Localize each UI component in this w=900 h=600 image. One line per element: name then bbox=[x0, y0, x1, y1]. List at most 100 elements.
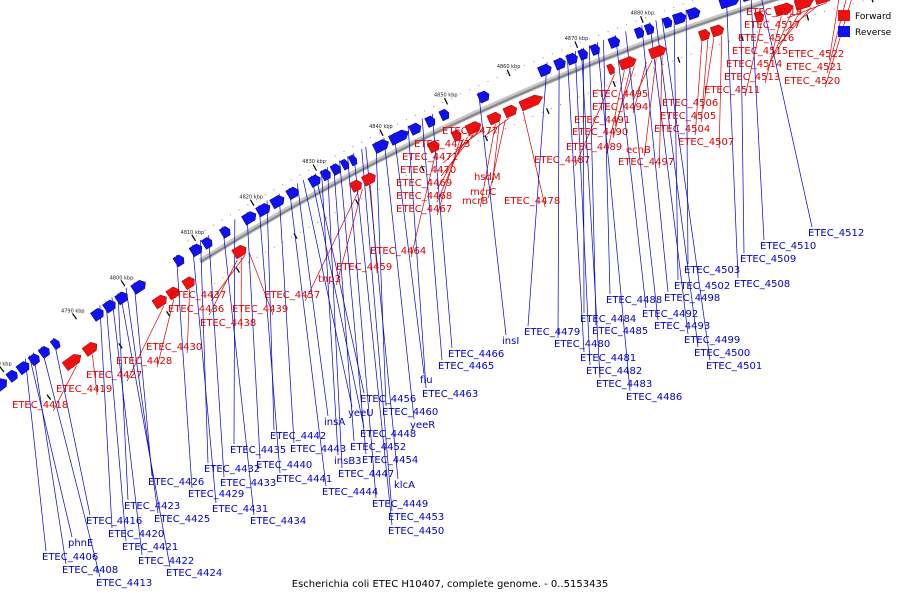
reverse-gene-label[interactable]: ETEC_4443 bbox=[290, 444, 346, 455]
forward-gene[interactable] bbox=[426, 140, 440, 154]
reverse-gene-label[interactable]: ETEC_4440 bbox=[256, 460, 312, 471]
reverse-gene-label[interactable]: ETEC_4424 bbox=[166, 568, 222, 579]
reverse-gene[interactable] bbox=[0, 378, 8, 394]
reverse-gene-label[interactable]: yeeR bbox=[410, 420, 435, 431]
reverse-gene[interactable] bbox=[607, 36, 620, 49]
forward-gene[interactable] bbox=[181, 276, 195, 291]
forward-gene-label[interactable]: ETEC_4520 bbox=[784, 76, 840, 87]
reverse-gene-label[interactable]: ETEC_4447 bbox=[338, 469, 394, 480]
reverse-gene-label[interactable]: ETEC_4502 bbox=[674, 281, 730, 292]
reverse-gene-label[interactable]: ETEC_4441 bbox=[276, 474, 332, 485]
forward-gene-label[interactable]: ETEC_4494 bbox=[592, 102, 648, 113]
forward-gene-label[interactable]: ETEC_4490 bbox=[572, 127, 628, 138]
reverse-gene[interactable] bbox=[102, 299, 116, 314]
forward-gene[interactable] bbox=[502, 104, 518, 119]
reverse-gene-label[interactable]: ETEC_4466 bbox=[448, 349, 504, 360]
reverse-gene-label[interactable]: ETEC_4499 bbox=[684, 335, 740, 346]
reverse-gene-label[interactable]: ETEC_4483 bbox=[596, 379, 652, 390]
reverse-gene-label[interactable]: ETEC_4448 bbox=[360, 429, 416, 440]
reverse-gene-label[interactable]: yeeU bbox=[348, 408, 374, 419]
forward-gene-label[interactable]: ETEC_4467 bbox=[396, 204, 452, 215]
reverse-gene[interactable] bbox=[589, 43, 600, 56]
reverse-gene-label[interactable]: ETEC_4492 bbox=[642, 309, 698, 320]
forward-gene[interactable] bbox=[518, 94, 544, 112]
reverse-gene[interactable] bbox=[130, 279, 146, 295]
reverse-gene[interactable] bbox=[537, 63, 552, 78]
reverse-gene[interactable] bbox=[672, 12, 687, 26]
forward-gene-label[interactable]: ETEC_4464 bbox=[370, 246, 426, 257]
reverse-gene[interactable] bbox=[285, 186, 299, 201]
reverse-gene-label[interactable]: klcA bbox=[394, 480, 415, 491]
reverse-gene[interactable] bbox=[89, 307, 104, 322]
forward-gene[interactable] bbox=[709, 24, 725, 38]
reverse-gene-label[interactable]: insA bbox=[324, 417, 345, 428]
forward-gene-label[interactable]: ETEC_4470 bbox=[400, 165, 456, 176]
forward-gene[interactable] bbox=[231, 244, 247, 260]
forward-gene-label[interactable]: mcrC bbox=[470, 187, 496, 198]
forward-gene-label[interactable]: ETEC_4511 bbox=[704, 85, 760, 96]
reverse-gene[interactable] bbox=[200, 237, 213, 250]
reverse-gene[interactable] bbox=[307, 174, 321, 188]
forward-gene-label[interactable]: ETEC_4522 bbox=[788, 49, 844, 60]
reverse-gene[interactable] bbox=[269, 194, 285, 210]
reverse-gene[interactable] bbox=[37, 345, 50, 359]
forward-gene-label[interactable]: ETEC_4478 bbox=[504, 196, 560, 207]
forward-gene-label[interactable]: ETEC_4507 bbox=[678, 137, 734, 148]
reverse-gene[interactable] bbox=[172, 254, 185, 268]
reverse-gene-label[interactable]: ETEC_4425 bbox=[154, 514, 210, 525]
reverse-gene-label[interactable]: ETEC_4426 bbox=[148, 477, 204, 488]
reverse-gene[interactable] bbox=[565, 52, 578, 66]
reverse-gene-label[interactable]: ETEC_4450 bbox=[388, 526, 444, 537]
forward-gene-label[interactable]: ETEC_4515 bbox=[732, 46, 788, 57]
reverse-gene[interactable] bbox=[241, 211, 257, 226]
reverse-gene-label[interactable]: ETEC_4431 bbox=[212, 504, 268, 515]
forward-gene[interactable] bbox=[61, 354, 82, 372]
reverse-gene[interactable] bbox=[49, 338, 61, 351]
forward-gene-label[interactable]: ETEC_4495 bbox=[592, 89, 648, 100]
reverse-gene-label[interactable]: ETEC_4421 bbox=[122, 542, 178, 553]
forward-gene-label[interactable]: ETEC_4516 bbox=[738, 33, 794, 44]
reverse-gene-label[interactable]: ETEC_4435 bbox=[230, 445, 286, 456]
forward-gene[interactable] bbox=[606, 63, 615, 76]
reverse-gene-label[interactable]: ETEC_4423 bbox=[124, 501, 180, 512]
reverse-gene[interactable] bbox=[424, 115, 436, 128]
forward-gene-label[interactable]: ETEC_4497 bbox=[618, 157, 674, 168]
forward-gene[interactable] bbox=[348, 179, 362, 193]
reverse-gene[interactable] bbox=[643, 23, 655, 36]
forward-gene-label[interactable]: ETEC_4514 bbox=[726, 59, 782, 70]
forward-gene-label[interactable]: ecnB bbox=[626, 145, 651, 156]
reverse-gene[interactable] bbox=[741, 0, 753, 3]
reverse-gene[interactable] bbox=[476, 90, 490, 104]
reverse-gene-label[interactable]: ETEC_4420 bbox=[108, 529, 164, 540]
reverse-gene-label[interactable]: ETEC_4454 bbox=[362, 455, 418, 466]
reverse-gene[interactable] bbox=[388, 129, 410, 146]
forward-gene[interactable] bbox=[773, 2, 794, 17]
reverse-gene[interactable] bbox=[15, 361, 30, 376]
forward-gene[interactable] bbox=[486, 111, 502, 126]
reverse-gene-label[interactable]: ETEC_4510 bbox=[760, 241, 816, 252]
forward-gene-label[interactable]: ETEC_4438 bbox=[200, 318, 256, 329]
forward-gene-label[interactable]: ETEC_4427 bbox=[86, 370, 142, 381]
reverse-gene-label[interactable]: ETEC_4444 bbox=[322, 487, 378, 498]
reverse-gene-label[interactable]: ETEC_4493 bbox=[654, 321, 710, 332]
forward-gene-label[interactable]: mcrB bbox=[462, 196, 488, 207]
reverse-gene-label[interactable]: ETEC_4456 bbox=[360, 394, 416, 405]
forward-gene-label[interactable]: ETEC_4439 bbox=[232, 304, 288, 315]
reverse-gene-label[interactable]: insB3 bbox=[334, 456, 362, 467]
reverse-gene-label[interactable]: ETEC_4480 bbox=[554, 339, 610, 350]
reverse-gene-label[interactable]: ETEC_4413 bbox=[96, 578, 152, 589]
reverse-gene[interactable] bbox=[371, 139, 389, 154]
forward-gene[interactable] bbox=[450, 129, 462, 142]
forward-gene-label[interactable]: ETEC_4459 bbox=[336, 262, 392, 273]
reverse-gene-label[interactable]: flu bbox=[420, 375, 433, 386]
reverse-gene[interactable] bbox=[661, 16, 673, 29]
reverse-gene-label[interactable]: ETEC_4501 bbox=[706, 361, 762, 372]
forward-gene-label[interactable]: ETEC_4517 bbox=[744, 20, 800, 31]
reverse-gene[interactable] bbox=[553, 57, 566, 71]
forward-gene-label[interactable]: ETEC_4504 bbox=[654, 124, 710, 135]
reverse-gene-label[interactable]: ETEC_4408 bbox=[62, 565, 118, 576]
reverse-gene[interactable] bbox=[408, 122, 422, 136]
forward-gene-label[interactable]: tnp3 bbox=[318, 274, 341, 285]
reverse-gene-label[interactable]: phnE bbox=[68, 538, 93, 549]
reverse-gene-label[interactable]: ETEC_4422 bbox=[138, 556, 194, 567]
